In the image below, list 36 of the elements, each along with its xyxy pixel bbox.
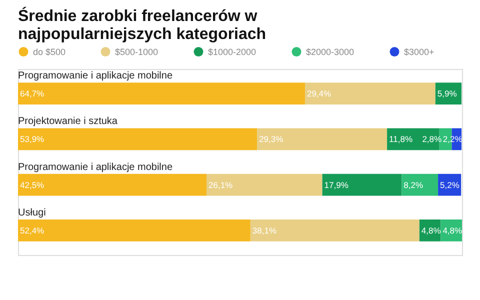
bar	[206, 174, 322, 196]
bar	[322, 174, 402, 196]
bar	[257, 128, 388, 150]
bar	[402, 174, 438, 196]
data-label: 5,2%	[440, 180, 460, 190]
legend-label: $2000-3000	[306, 46, 354, 57]
data-label: 52,4%	[20, 225, 45, 236]
legend-label: $500-1000	[115, 46, 158, 57]
y-tick-label: Programowanie i aplikacje mobilne	[18, 162, 173, 173]
data-label: 64,7%	[20, 88, 45, 99]
bar	[250, 219, 420, 242]
data-label: 4,8%	[421, 225, 442, 236]
bar	[18, 82, 305, 105]
data-label: 53,9%	[20, 134, 45, 144]
legend-label: $1000-2000	[208, 46, 256, 57]
data-label: 29,4%	[306, 88, 332, 99]
legend-label: $3000+	[404, 46, 434, 57]
bar	[18, 219, 250, 242]
bar	[304, 82, 436, 105]
data-label: 42,5%	[20, 180, 45, 190]
y-tick-label: Projektowanie i sztuka	[18, 116, 118, 128]
legend-label: do $500	[33, 46, 66, 57]
data-label: 5,9%	[437, 88, 458, 99]
data-label: 4,8%	[442, 225, 463, 236]
data-label: 38,1%	[252, 225, 277, 236]
chart-title: Średnie zarobki freelancerów w najpopularniejszych kategoriach	[18, 6, 266, 43]
data-label: 26,1%	[208, 180, 234, 190]
y-tick-label: Programowanie i aplikacje mobilne	[18, 70, 173, 82]
data-label: 17,9%	[324, 180, 349, 190]
data-label: 8,2%	[404, 180, 424, 190]
bar	[18, 128, 258, 150]
data-label: 11,8%	[389, 134, 413, 144]
bar	[18, 174, 207, 196]
data-label: 2,8%	[422, 134, 442, 144]
y-tick-label: Usługi	[18, 207, 46, 218]
data-label: 29,3%	[259, 134, 284, 144]
